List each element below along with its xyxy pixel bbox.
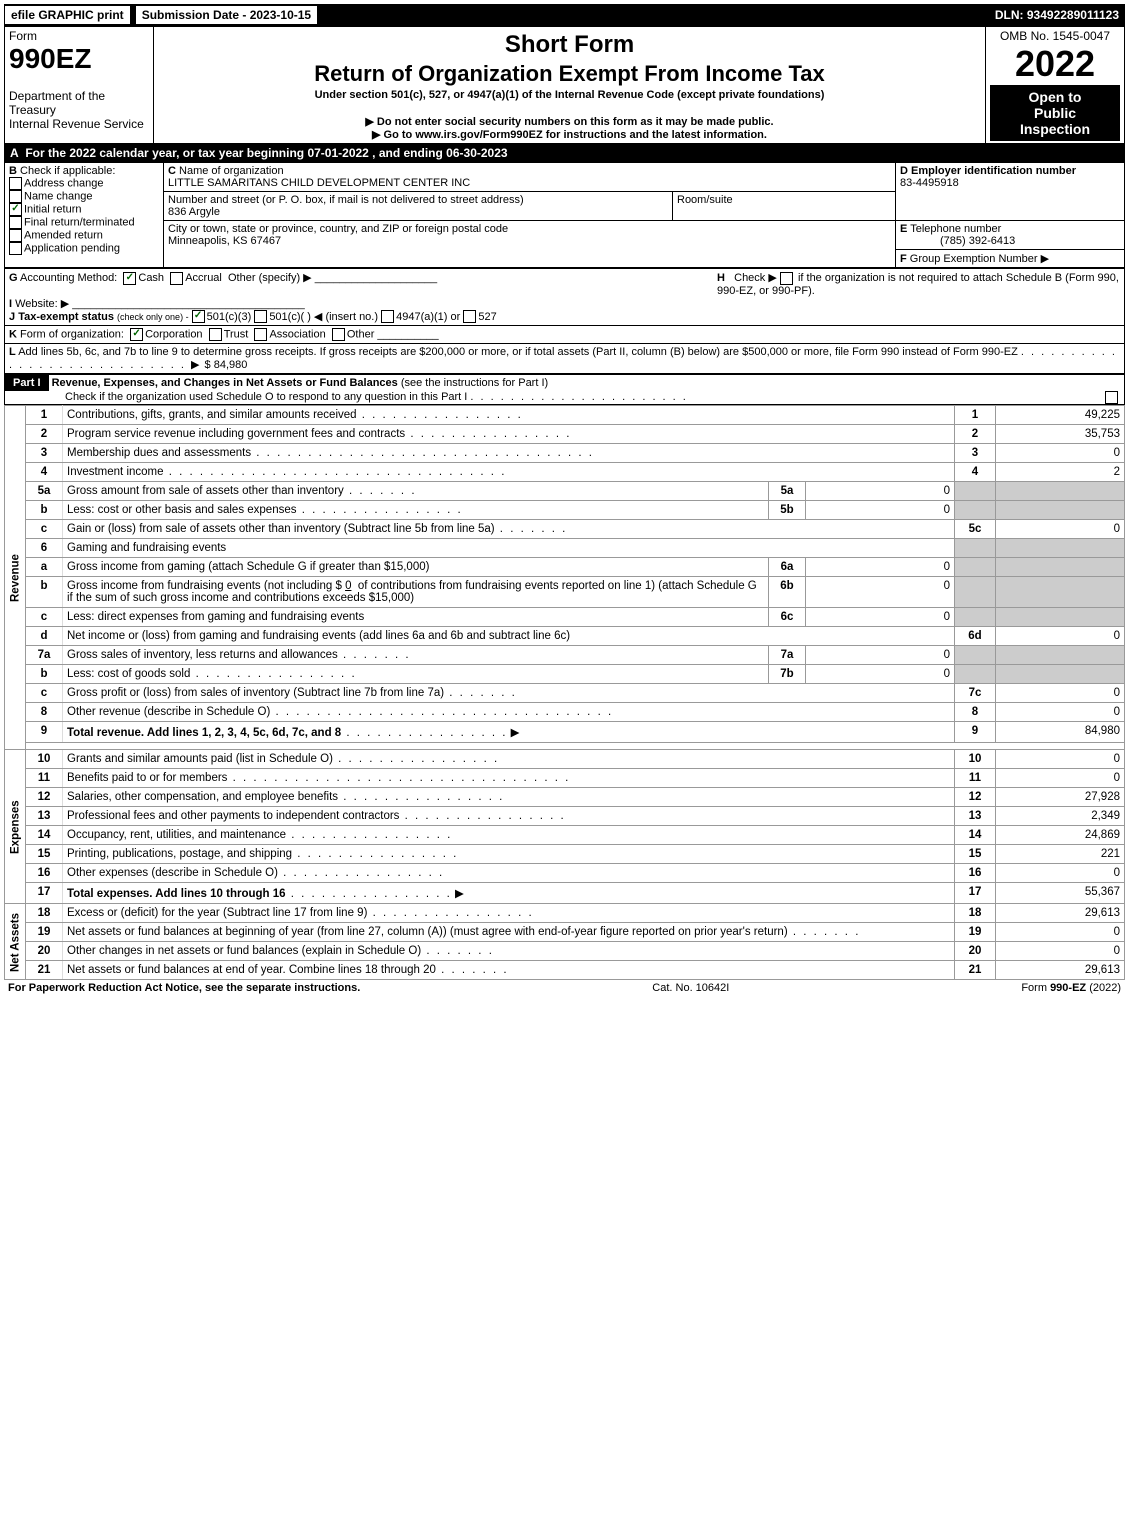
goto-link[interactable]: ▶ Go to www.irs.gov/Form990EZ for instru…: [158, 128, 981, 141]
line-1-value: 49,225: [996, 406, 1125, 425]
i-label: Website: ▶: [15, 298, 69, 310]
line-10-value: 0: [996, 750, 1125, 769]
line-19-value: 0: [996, 923, 1125, 942]
line-20-value: 0: [996, 942, 1125, 961]
line-13-value: 2,349: [996, 807, 1125, 826]
short-form-title: Short Form: [158, 31, 981, 59]
under-section: Under section 501(c), 527, or 4947(a)(1)…: [158, 89, 981, 101]
trust-checkbox[interactable]: [209, 328, 222, 341]
line-6a-value: 0: [806, 558, 955, 577]
line-4-value: 2: [996, 463, 1125, 482]
initial-return-checkbox[interactable]: [9, 203, 22, 216]
d-label: Employer identification number: [911, 165, 1076, 177]
part-i-title: Revenue, Expenses, and Changes in Net As…: [52, 377, 398, 389]
netassets-section-label: Net Assets: [5, 904, 26, 980]
amended-checkbox[interactable]: [9, 229, 22, 242]
city-value: Minneapolis, KS 67467: [168, 235, 281, 247]
schedule-o-checkbox[interactable]: [1105, 391, 1118, 404]
line-7a-value: 0: [806, 646, 955, 665]
name-change-checkbox[interactable]: [9, 190, 22, 203]
part-i-note: (see the instructions for Part I): [401, 377, 548, 389]
corp-checkbox[interactable]: [130, 328, 143, 341]
line-16-value: 0: [996, 864, 1125, 883]
line-8-value: 0: [996, 703, 1125, 722]
submission-date: Submission Date - 2023-10-15: [135, 5, 318, 25]
line-6c-value: 0: [806, 608, 955, 627]
line-17-value: 55,367: [996, 883, 1125, 904]
line-5c-value: 0: [996, 520, 1125, 539]
final-return-checkbox[interactable]: [9, 216, 22, 229]
revenue-section-label: Revenue: [5, 406, 26, 750]
street-value: 836 Argyle: [168, 206, 220, 218]
section-a-bar: A For the 2022 calendar year, or tax yea…: [4, 144, 1125, 162]
other-org-checkbox[interactable]: [332, 328, 345, 341]
omb-number: OMB No. 1545-0047: [990, 29, 1120, 43]
no-ssn-note: ▶ Do not enter social security numbers o…: [158, 115, 981, 128]
line-12-value: 27,928: [996, 788, 1125, 807]
line-2-value: 35,753: [996, 425, 1125, 444]
part-i-table: Revenue 1 Contributions, gifts, grants, …: [4, 405, 1125, 980]
k-label: Form of organization:: [20, 329, 124, 341]
line-9-value: 84,980: [996, 722, 1125, 743]
room-label: Room/suite: [673, 192, 896, 221]
form-footer-label: Form 990-EZ (2022): [1021, 982, 1121, 994]
phone-value: (785) 392-6413: [900, 235, 1015, 247]
pending-checkbox[interactable]: [9, 242, 22, 255]
line-6d-value: 0: [996, 627, 1125, 646]
c-name-label: Name of organization: [179, 165, 284, 177]
line-7c-value: 0: [996, 684, 1125, 703]
addr-change-checkbox[interactable]: [9, 177, 22, 190]
open-inspection: Open to Public Inspection: [990, 85, 1120, 141]
assoc-checkbox[interactable]: [254, 328, 267, 341]
irs-label: Internal Revenue Service: [9, 117, 144, 131]
line-14-value: 24,869: [996, 826, 1125, 845]
form-word: Form: [9, 29, 37, 43]
paperwork-notice: For Paperwork Reduction Act Notice, see …: [8, 982, 360, 994]
f-label: Group Exemption Number: [910, 253, 1038, 265]
part-i-label: Part I: [5, 375, 49, 391]
form-header: Form 990EZ Department of the Treasury In…: [4, 26, 1125, 144]
b-label: Check if applicable:: [20, 165, 115, 177]
line-6b-value: 0: [806, 577, 955, 608]
ghijkl-block: G Accounting Method: Cash Accrual Other …: [4, 268, 1125, 374]
form-number: 990EZ: [9, 43, 92, 74]
dept-treasury: Department of the Treasury: [9, 89, 105, 117]
line-18-value: 29,613: [996, 904, 1125, 923]
main-title: Return of Organization Exempt From Incom…: [158, 61, 981, 87]
org-info-block: B Check if applicable: Address change Na…: [4, 162, 1125, 268]
h-text: if the organization is not required to a…: [717, 272, 1119, 297]
l-text: Add lines 5b, 6c, and 7b to line 9 to de…: [18, 346, 1018, 358]
line-7b-value: 0: [806, 665, 955, 684]
line-11-value: 0: [996, 769, 1125, 788]
cash-checkbox[interactable]: [123, 272, 136, 285]
e-label: Telephone number: [910, 223, 1001, 235]
501c-checkbox[interactable]: [254, 310, 267, 323]
tax-year: 2022: [990, 43, 1120, 85]
expenses-section-label: Expenses: [5, 750, 26, 904]
top-bar: efile GRAPHIC print Submission Date - 20…: [4, 4, 1125, 26]
g-label: Accounting Method:: [20, 272, 117, 284]
page-footer: For Paperwork Reduction Act Notice, see …: [4, 980, 1125, 996]
l-amount: $ 84,980: [205, 359, 248, 371]
line-3-value: 0: [996, 444, 1125, 463]
catalog-number: Cat. No. 10642I: [652, 982, 729, 994]
efile-print-button[interactable]: efile GRAPHIC print: [4, 5, 131, 25]
line-5a-value: 0: [806, 482, 955, 501]
street-label: Number and street (or P. O. box, if mail…: [168, 194, 524, 206]
accrual-checkbox[interactable]: [170, 272, 183, 285]
line-21-value: 29,613: [996, 961, 1125, 980]
f-arrow: ▶: [1041, 253, 1049, 265]
city-label: City or town, state or province, country…: [168, 223, 508, 235]
527-checkbox[interactable]: [463, 310, 476, 323]
j-label: Tax-exempt status: [18, 311, 114, 323]
line-5b-value: 0: [806, 501, 955, 520]
dln-number: DLN: 93492289011123: [995, 8, 1125, 22]
4947-checkbox[interactable]: [381, 310, 394, 323]
501c3-checkbox[interactable]: [192, 310, 205, 323]
org-name: LITTLE SAMARITANS CHILD DEVELOPMENT CENT…: [168, 177, 470, 189]
h-checkbox[interactable]: [780, 272, 793, 285]
line-15-value: 221: [996, 845, 1125, 864]
ein-value: 83-4495918: [900, 177, 959, 189]
